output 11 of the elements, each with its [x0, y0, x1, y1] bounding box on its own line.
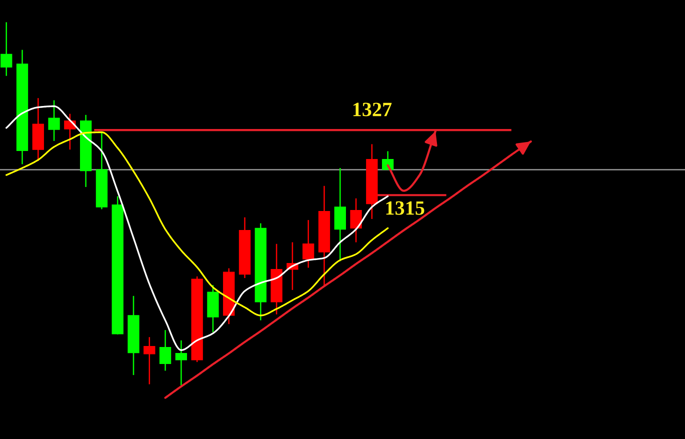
ref-line-label: 1315 — [386, 201, 424, 215]
candlestick — [0, 22, 12, 76]
candlestick — [350, 198, 362, 243]
ref-line-label: 1327 — [353, 102, 392, 116]
candlestick — [175, 340, 188, 386]
candlestick — [302, 219, 314, 268]
candlestick — [48, 100, 60, 142]
candlestick — [159, 329, 172, 372]
candlestick — [334, 167, 346, 262]
candlestick — [64, 113, 76, 150]
candlestick — [144, 336, 156, 385]
